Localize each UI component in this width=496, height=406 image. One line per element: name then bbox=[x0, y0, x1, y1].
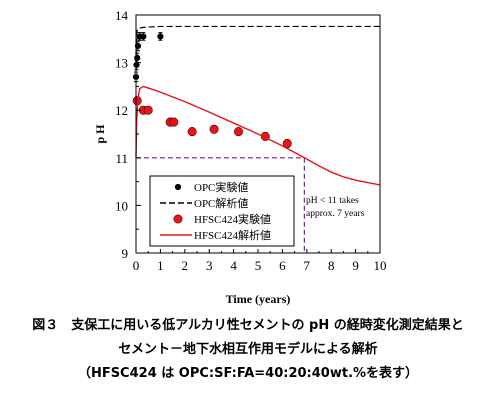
opc-measured-point bbox=[140, 33, 147, 40]
hfsc424-measured-point bbox=[169, 117, 179, 127]
y-tick-label: 10 bbox=[115, 198, 128, 213]
opc-measured-point bbox=[134, 54, 141, 61]
caption-line-1: 図３ 支保工に用いる低アルカリ性セメントの pH の経時変化測定結果と bbox=[32, 318, 464, 333]
hfsc424-measured-point bbox=[187, 127, 197, 137]
hfsc424-measured-point bbox=[209, 124, 219, 134]
x-tick-label: 4 bbox=[230, 258, 237, 273]
hfsc424-measured-legend-label: HFSC424実験値 bbox=[194, 212, 271, 226]
y-tick-label: 14 bbox=[115, 8, 129, 23]
hfsc424-analysis-legend-label: HFSC424解析値 bbox=[194, 228, 271, 242]
hfsc424-measured-legend-marker bbox=[173, 214, 183, 224]
x-tick-label: 8 bbox=[328, 258, 335, 273]
x-tick-label: 3 bbox=[206, 258, 213, 273]
opc-analysis-legend-label: OPC解析値 bbox=[194, 196, 248, 210]
x-tick-label: 2 bbox=[182, 258, 189, 273]
y-tick-label: 11 bbox=[115, 151, 128, 166]
opc-measured-legend-marker bbox=[174, 183, 182, 191]
annotation: pH < 11 takes approx. 7 years bbox=[306, 196, 365, 219]
y-tick-label: 9 bbox=[122, 246, 129, 261]
legend: OPC実験値 OPC解析値 HFSC424実験値 HFSC424解析値 bbox=[149, 175, 295, 247]
annotation-line-1: pH < 11 takes bbox=[306, 196, 359, 206]
hfsc424-measured-point bbox=[282, 139, 292, 149]
x-tick-label: 5 bbox=[255, 258, 262, 273]
opc-measured-legend-label: OPC実験値 bbox=[194, 180, 248, 194]
opc-analysis-line bbox=[135, 25, 380, 63]
y-tick-label: 13 bbox=[115, 56, 128, 71]
x-tick-label: 1 bbox=[157, 258, 164, 273]
x-tick-label: 0 bbox=[133, 258, 140, 273]
annotation-line-2: approx. 7 years bbox=[306, 209, 365, 219]
caption-line-3: （HFSC424 は OPC:SF:FA=40:20:40wt.%を表す） bbox=[77, 366, 419, 381]
x-tick-label: 6 bbox=[279, 258, 286, 273]
opc-measured-point bbox=[157, 33, 164, 40]
caption-line-2: セメント－地下水相互作用モデルによる解析 bbox=[118, 342, 378, 357]
x-tick-label: 7 bbox=[304, 258, 311, 273]
hfsc424-measured-point bbox=[233, 127, 243, 137]
hfsc424-analysis-line bbox=[135, 85, 381, 186]
x-tick-label: 10 bbox=[374, 258, 387, 273]
y-tick-label: 12 bbox=[115, 103, 128, 118]
x-tick-label: 9 bbox=[352, 258, 359, 273]
hfsc424-measured-point bbox=[143, 105, 153, 115]
x-axis-label: Time (years) bbox=[226, 292, 291, 306]
y-axis-label: p H bbox=[93, 124, 107, 144]
